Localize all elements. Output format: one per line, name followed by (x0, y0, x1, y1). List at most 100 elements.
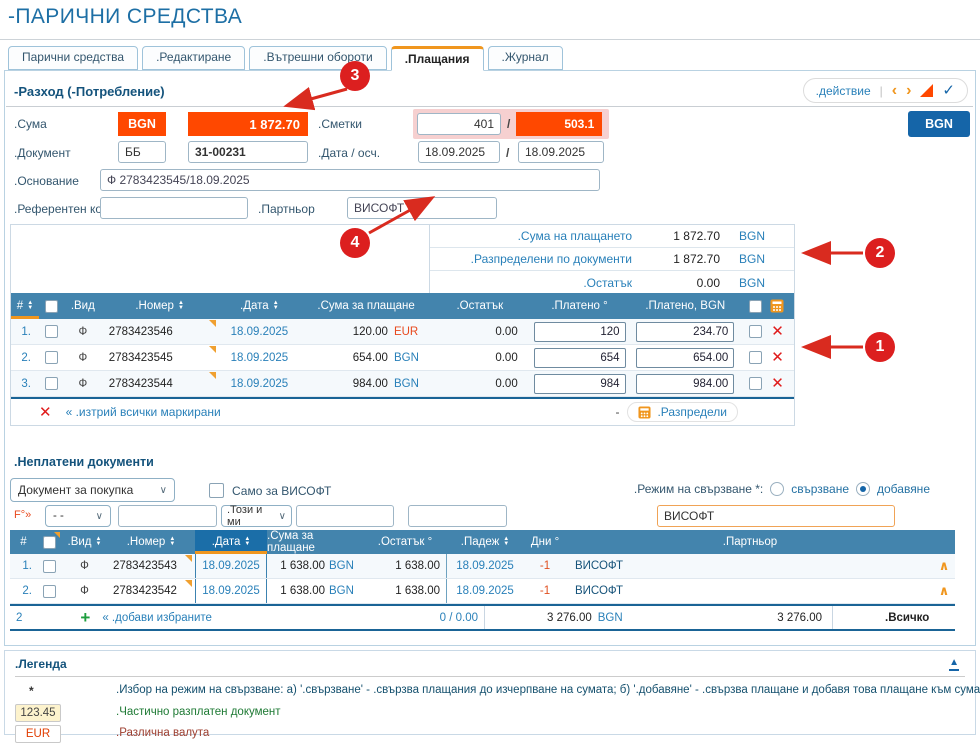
row-checkbox[interactable] (43, 559, 56, 573)
action-link[interactable]: .действие (815, 83, 871, 98)
delete-row-icon[interactable]: ✕ (771, 323, 784, 340)
delete-row-icon[interactable]: ✕ (771, 349, 784, 366)
date1-input[interactable] (418, 141, 500, 163)
filter-date-select[interactable]: .Този и ми ∨ (221, 504, 292, 528)
ref-code-input[interactable] (100, 197, 248, 219)
doc-date: 18.09.2025 (230, 325, 289, 338)
next-icon[interactable]: › (906, 81, 912, 99)
tab-plashtaniya[interactable]: .Плащания (390, 46, 484, 71)
paid-input[interactable] (533, 347, 626, 368)
col-header-suma[interactable]: .Сума за плащане (317, 300, 415, 312)
tab-vutreshni-oboroti[interactable]: .Вътрешни обороти (249, 46, 387, 70)
partner-name: ВИСОФТ (575, 560, 624, 572)
paid-bgn-input[interactable] (636, 321, 735, 342)
calculator-icon (638, 405, 651, 419)
doc-number[interactable]: 2783423545 (101, 345, 219, 370)
doc-number[interactable]: 2783423542 (107, 579, 195, 603)
tab-redaktirane[interactable]: .Редактиране (142, 46, 246, 70)
toolbar-separator: | (879, 83, 883, 98)
filter-suma-input[interactable] (296, 505, 394, 527)
paid-bgn-input[interactable] (636, 347, 735, 368)
doc-number-input[interactable] (188, 141, 308, 163)
doc-number[interactable]: 2783423543 (107, 554, 195, 578)
move-up-icon[interactable]: ∧ (938, 558, 950, 573)
sort-icon[interactable]: ▲ ▼ (27, 300, 34, 311)
doc-number[interactable]: 2783423546 (101, 319, 219, 344)
col-header-vid[interactable]: .Вид ▲ ▼ (67, 536, 102, 548)
row-checkbox[interactable] (45, 351, 59, 364)
account-credit-box[interactable]: 503.1 (516, 112, 603, 136)
mode-dobavyane-radio[interactable] (856, 482, 870, 496)
sort-icon[interactable]: ▲ ▼ (244, 536, 251, 547)
row-checkbox[interactable] (45, 325, 59, 338)
sort-icon[interactable]: ▲ ▼ (272, 300, 279, 311)
col-header-date[interactable]: .Дата ▲ ▼ (195, 530, 267, 554)
paid-input[interactable] (533, 321, 626, 342)
col-header-suma[interactable]: .Сума за плащане (267, 530, 315, 554)
move-up-icon[interactable]: ∧ (938, 583, 950, 598)
tab-parichni-sredstva[interactable]: Парични средства (8, 46, 139, 70)
prev-icon[interactable]: ‹ (891, 81, 898, 99)
mode-svarzvane-radio[interactable] (770, 482, 785, 496)
add-selected-link[interactable]: « .добави избраните (102, 611, 212, 624)
summary-label: .Разпределени по документи (470, 252, 632, 266)
collapse-icon[interactable]: ▲ (949, 658, 959, 671)
paid-bgn-input[interactable] (636, 373, 735, 394)
sort-icon[interactable]: ▲ ▼ (177, 300, 184, 311)
doc-number[interactable]: 2783423544 (101, 371, 219, 396)
doc-type-select[interactable]: Документ за покупка ∨ (10, 478, 175, 502)
currency-code: BGN (597, 611, 623, 624)
filter-partner-input[interactable] (657, 505, 895, 527)
suma-currency-box[interactable]: BGN (118, 112, 166, 136)
distribute-button[interactable]: .Разпредели (627, 402, 738, 422)
total-label: .Всичко (885, 611, 930, 624)
calculator-icon[interactable] (770, 299, 784, 313)
osnovanie-input[interactable] (100, 169, 600, 191)
col-header-plateno[interactable]: .Платено ° (551, 300, 608, 312)
col-header-ostatak[interactable]: .Остатък ° (377, 536, 433, 548)
row-checkbox[interactable] (749, 351, 763, 364)
paid-input[interactable] (533, 373, 626, 394)
filter-op-select[interactable]: - - ∨ (45, 505, 111, 527)
col-header-dni[interactable]: Дни ° (530, 536, 560, 548)
delete-marked-icon[interactable]: ✕ (39, 403, 52, 421)
amount-due: 984.00 BGN (300, 371, 432, 396)
corner-triangle-icon[interactable] (920, 84, 934, 97)
select-all-checkbox[interactable] (45, 299, 59, 313)
sort-icon[interactable]: ▲ ▼ (169, 536, 176, 547)
add-icon[interactable]: + (80, 608, 91, 627)
sort-icon[interactable]: ▲ ▼ (95, 536, 102, 547)
date2-input[interactable] (518, 141, 604, 163)
select-all-checkbox[interactable] (749, 299, 763, 313)
partner-input[interactable] (347, 197, 497, 219)
chevron-down-icon: ∨ (159, 484, 167, 496)
col-header-padej[interactable]: .Падеж ▲ ▼ (460, 536, 510, 548)
filter-nomer-input[interactable] (118, 505, 217, 527)
col-header-plateno-bgn[interactable]: .Платено, BGN (645, 300, 726, 312)
select-all-checkbox[interactable] (43, 535, 56, 549)
col-header-nomer[interactable]: .Номер ▲ ▼ (135, 300, 184, 312)
delete-marked-link[interactable]: « .изтрий всички маркирани (65, 405, 221, 419)
currency-bgn-button[interactable]: BGN (908, 111, 970, 137)
col-header-ostatak[interactable]: .Остатък (456, 300, 504, 312)
row-checkbox[interactable] (43, 584, 56, 598)
confirm-check-icon[interactable]: ✓ (942, 82, 955, 99)
col-header-num[interactable]: # ▲ ▼ (11, 293, 39, 319)
only-partner-checkbox[interactable] (209, 483, 224, 498)
col-header-date[interactable]: .Дата ▲ ▼ (240, 300, 279, 312)
col-header-partner[interactable]: .Партньор (722, 536, 778, 548)
doc-type-input[interactable] (118, 141, 166, 163)
suma-amount-box[interactable]: 1 872.70 (188, 112, 308, 136)
row-checkbox[interactable] (749, 325, 763, 338)
col-header-nomer[interactable]: .Номер ▲ ▼ (126, 536, 176, 548)
tab-zhurnal[interactable]: .Журнал (487, 46, 563, 70)
row-checkbox[interactable] (749, 377, 763, 390)
amount-due: 1 638.00 BGN (267, 579, 363, 603)
col-header-vid[interactable]: .Вид (70, 300, 95, 312)
delete-row-icon[interactable]: ✕ (771, 375, 784, 392)
sort-icon[interactable]: ▲ ▼ (503, 536, 510, 547)
account-debit-input[interactable] (417, 113, 501, 135)
col-header-num[interactable]: # (20, 536, 27, 548)
row-checkbox[interactable] (45, 377, 59, 390)
filter-ostatak-input[interactable] (408, 505, 507, 527)
